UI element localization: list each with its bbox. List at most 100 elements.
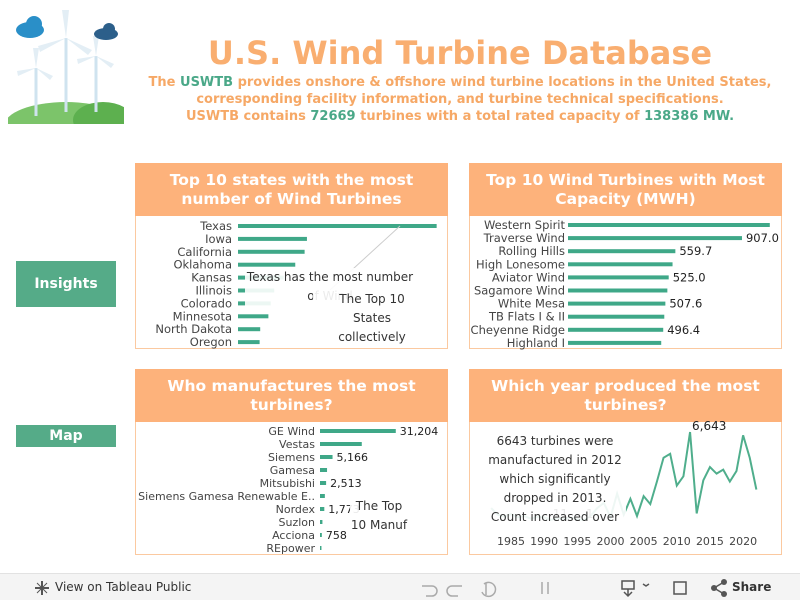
bar bbox=[320, 455, 333, 459]
category-label: Aviator Wind bbox=[492, 270, 565, 284]
value-label: 758 bbox=[326, 529, 347, 542]
bar bbox=[568, 314, 665, 319]
category-label: Siemens Gamesa Renewable E.. bbox=[138, 490, 315, 503]
category-label: Vestas bbox=[279, 438, 315, 451]
value-label: 559.7 bbox=[679, 244, 712, 258]
bar bbox=[320, 429, 396, 433]
bar bbox=[238, 340, 260, 345]
value-label: 496.4 bbox=[667, 323, 700, 337]
bar bbox=[568, 223, 770, 227]
bar bbox=[320, 520, 323, 524]
category-label: Texas bbox=[199, 219, 232, 233]
bar bbox=[568, 236, 742, 241]
nav-button[interactable]: Map bbox=[16, 425, 116, 447]
category-label: Traverse Wind bbox=[483, 231, 565, 245]
nav-button[interactable]: Insights bbox=[16, 261, 116, 307]
page-title: U.S. Wind Turbine Database bbox=[207, 34, 713, 72]
category-label: TB Flats I & II bbox=[488, 310, 565, 324]
category-label: Kansas bbox=[191, 271, 232, 285]
charts: TexasIowaCaliforniaOklahomaKansasIllinoi… bbox=[138, 218, 779, 555]
category-label: North Dakota bbox=[155, 322, 232, 336]
bar bbox=[320, 507, 325, 511]
category-label: Oregon bbox=[190, 335, 232, 349]
category-label: Gamesa bbox=[270, 464, 315, 477]
category-label: Mitsubishi bbox=[260, 477, 315, 490]
bar bbox=[568, 262, 673, 267]
panel-title: Who manufactures the most turbines? bbox=[135, 369, 448, 422]
category-label: Colorado bbox=[181, 296, 232, 310]
category-label: Nordex bbox=[276, 503, 316, 516]
category-label: Illinois bbox=[196, 284, 233, 298]
bar bbox=[320, 442, 362, 446]
subtitle: corresponding facility information, and … bbox=[196, 92, 724, 107]
bar bbox=[568, 288, 668, 293]
share-icon bbox=[711, 579, 727, 597]
category-label: REpower bbox=[266, 542, 315, 555]
category-label: White Mesa bbox=[498, 297, 565, 311]
subtitle: The USWTB provides onshore & offshore wi… bbox=[130, 75, 790, 90]
category-label: Iowa bbox=[205, 232, 232, 246]
bar bbox=[568, 275, 669, 280]
panel-title: Top 10 Wind Turbines with Most Capacity … bbox=[469, 163, 782, 216]
annotation: The Top 10 States collectively bbox=[313, 290, 431, 346]
bar bbox=[320, 546, 322, 550]
bar bbox=[238, 236, 307, 241]
toolbar: View on Tableau Public Share bbox=[0, 573, 800, 600]
bar bbox=[320, 481, 327, 485]
bar bbox=[568, 340, 662, 345]
bar bbox=[568, 249, 676, 254]
panel-title: Top 10 states with the most number of Wi… bbox=[135, 163, 448, 216]
category-label: High Lonesome bbox=[476, 257, 565, 271]
text: 72669 bbox=[310, 109, 356, 124]
value-label: 5,166 bbox=[337, 451, 369, 464]
panel-title: Which year produced the most turbines? bbox=[469, 369, 782, 422]
value-label: 525.0 bbox=[673, 270, 706, 284]
category-label: Siemens bbox=[268, 451, 315, 464]
category-label: Cheyenne Ridge bbox=[471, 323, 565, 337]
logo bbox=[8, 10, 124, 124]
text: USWTB bbox=[180, 75, 234, 90]
bar bbox=[320, 494, 325, 498]
value-label: 6,643 bbox=[692, 419, 726, 433]
annotation: 6643 turbines were manufactured in 2012 … bbox=[484, 432, 626, 524]
bar bbox=[238, 327, 261, 332]
bar bbox=[320, 533, 322, 537]
bar bbox=[320, 468, 328, 472]
category-label: Acciona bbox=[272, 529, 315, 542]
category-label: California bbox=[177, 245, 232, 259]
x-tick-label: 2000 bbox=[596, 535, 624, 548]
value-label: 507.6 bbox=[669, 297, 702, 311]
bar bbox=[568, 327, 664, 332]
toolbar-icons bbox=[422, 580, 687, 598]
category-label: Western Spirit bbox=[484, 218, 566, 232]
bar bbox=[238, 249, 305, 254]
view-link[interactable]: View on Tableau Public bbox=[55, 580, 192, 594]
bar bbox=[238, 262, 296, 267]
bar bbox=[568, 301, 666, 306]
bar bbox=[238, 314, 269, 319]
text: provides onshore & offshore wind turbine… bbox=[237, 75, 772, 90]
x-tick-label: 2015 bbox=[696, 535, 724, 548]
text: turbines with a total rated capacity of bbox=[360, 109, 640, 124]
share-button[interactable]: Share bbox=[732, 580, 772, 594]
value-label: 31,204 bbox=[400, 425, 439, 438]
subtitle: USWTB contains 72669 turbines with a tot… bbox=[130, 109, 790, 124]
value-label: 907.0 bbox=[746, 231, 779, 245]
x-tick-label: 2010 bbox=[663, 535, 691, 548]
text: USWTB contains bbox=[185, 109, 306, 124]
category-label: Highland I bbox=[507, 336, 565, 350]
x-tick-label: 2020 bbox=[729, 535, 757, 548]
category-label: Minnesota bbox=[173, 309, 232, 323]
category-label: Rolling Hills bbox=[498, 244, 565, 258]
annotation: The Top 10 Manuf bbox=[350, 497, 408, 553]
value-label: 2,513 bbox=[330, 477, 362, 490]
text: 138386 MW. bbox=[644, 109, 735, 124]
x-tick-label: 2005 bbox=[630, 535, 658, 548]
category-label: Sagamore Wind bbox=[474, 284, 565, 298]
x-tick-label: 1990 bbox=[530, 535, 558, 548]
bar bbox=[238, 224, 437, 228]
x-tick-label: 1985 bbox=[497, 535, 525, 548]
category-label: GE Wind bbox=[268, 425, 315, 438]
x-tick-label: 1995 bbox=[563, 535, 591, 548]
